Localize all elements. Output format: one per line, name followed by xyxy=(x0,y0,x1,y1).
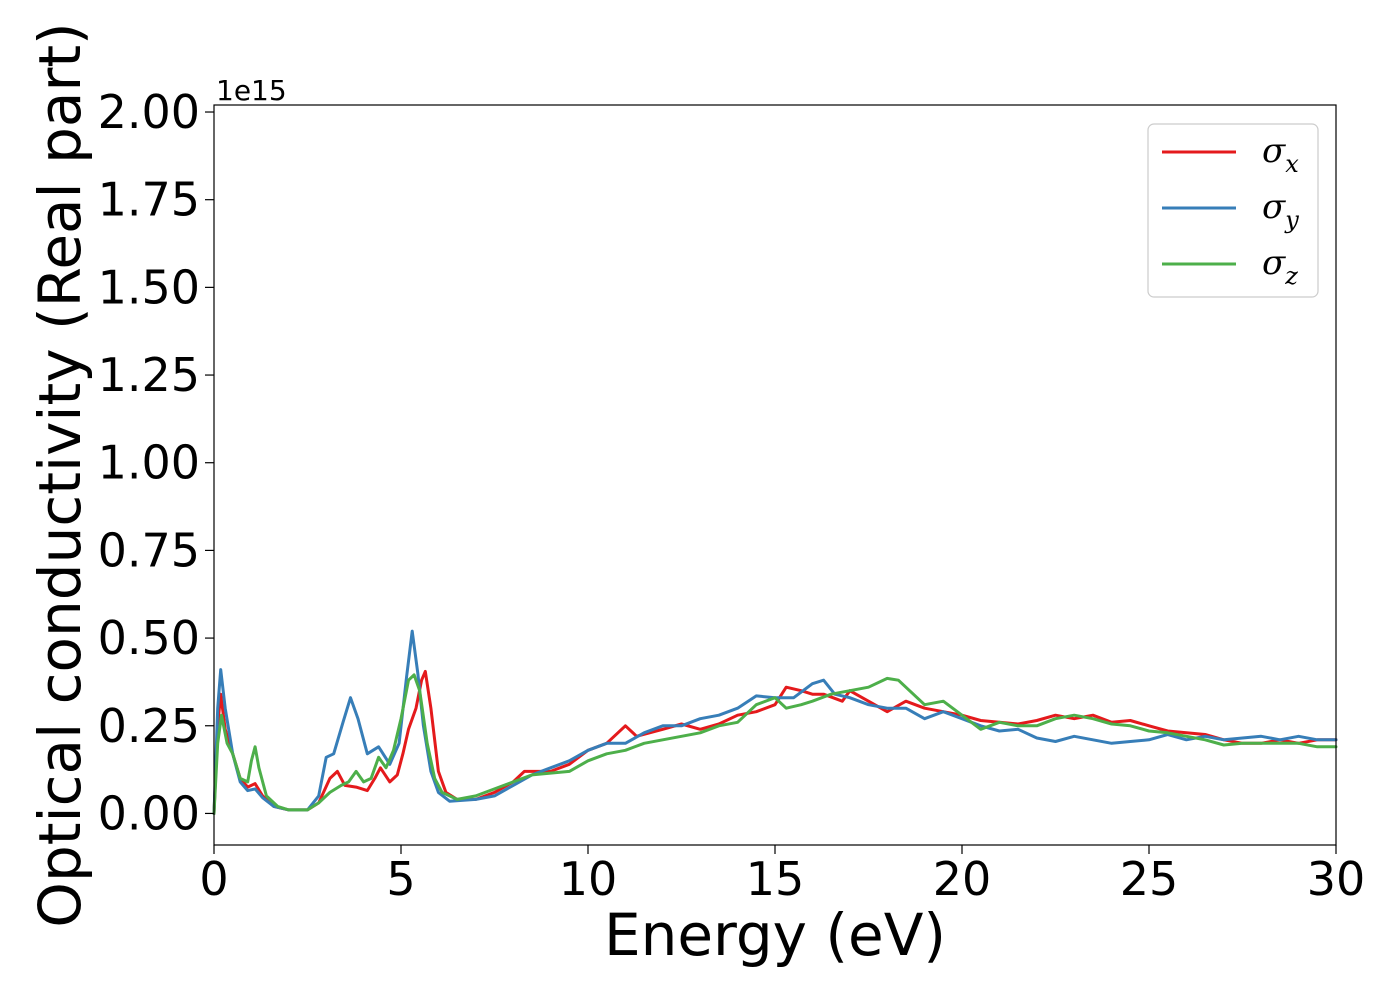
series-layer xyxy=(212,629,1338,815)
legend-box xyxy=(1147,123,1319,298)
y-tick-label: 2.00 xyxy=(98,85,200,139)
y-tick-label: 1.75 xyxy=(98,173,200,227)
y-axis-ticks: 0.00 0.25 0.50 0.75 1.00 1.25 1.50 1.75 2.00 xyxy=(98,85,214,840)
series-line-y xyxy=(212,629,1338,815)
y-offset-label: 1e15 xyxy=(216,74,287,107)
y-tick-label: 0.50 xyxy=(98,611,200,665)
y-tick-label: 0.00 xyxy=(98,786,200,840)
y-tick-label: 1.25 xyxy=(98,348,200,402)
series-line-x xyxy=(212,669,1338,815)
legend-label-y: σy xyxy=(1262,187,1299,234)
series-line-z xyxy=(212,673,1338,815)
x-tick-label: 15 xyxy=(746,852,805,906)
x-tick-label: 20 xyxy=(933,852,992,906)
x-tick-label: 30 xyxy=(1307,852,1366,906)
legend-label-z: σz xyxy=(1262,243,1298,290)
x-axis-label: Energy (eV) xyxy=(604,901,946,969)
x-tick-label: 0 xyxy=(199,852,228,906)
x-axis-ticks: 0 5 10 15 20 25 30 xyxy=(199,845,1365,906)
y-tick-label: 1.50 xyxy=(98,260,200,314)
x-tick-label: 10 xyxy=(559,852,618,906)
legend: σx σy σz xyxy=(1147,123,1319,298)
legend-label-x: σx xyxy=(1262,131,1299,178)
x-tick-label: 25 xyxy=(1120,852,1179,906)
y-tick-label: 1.00 xyxy=(98,436,200,490)
y-axis-label: Optical conductivity (Real part) xyxy=(26,22,94,927)
y-tick-label: 0.75 xyxy=(98,523,200,577)
x-tick-label: 5 xyxy=(386,852,415,906)
y-tick-label: 0.25 xyxy=(98,699,200,753)
